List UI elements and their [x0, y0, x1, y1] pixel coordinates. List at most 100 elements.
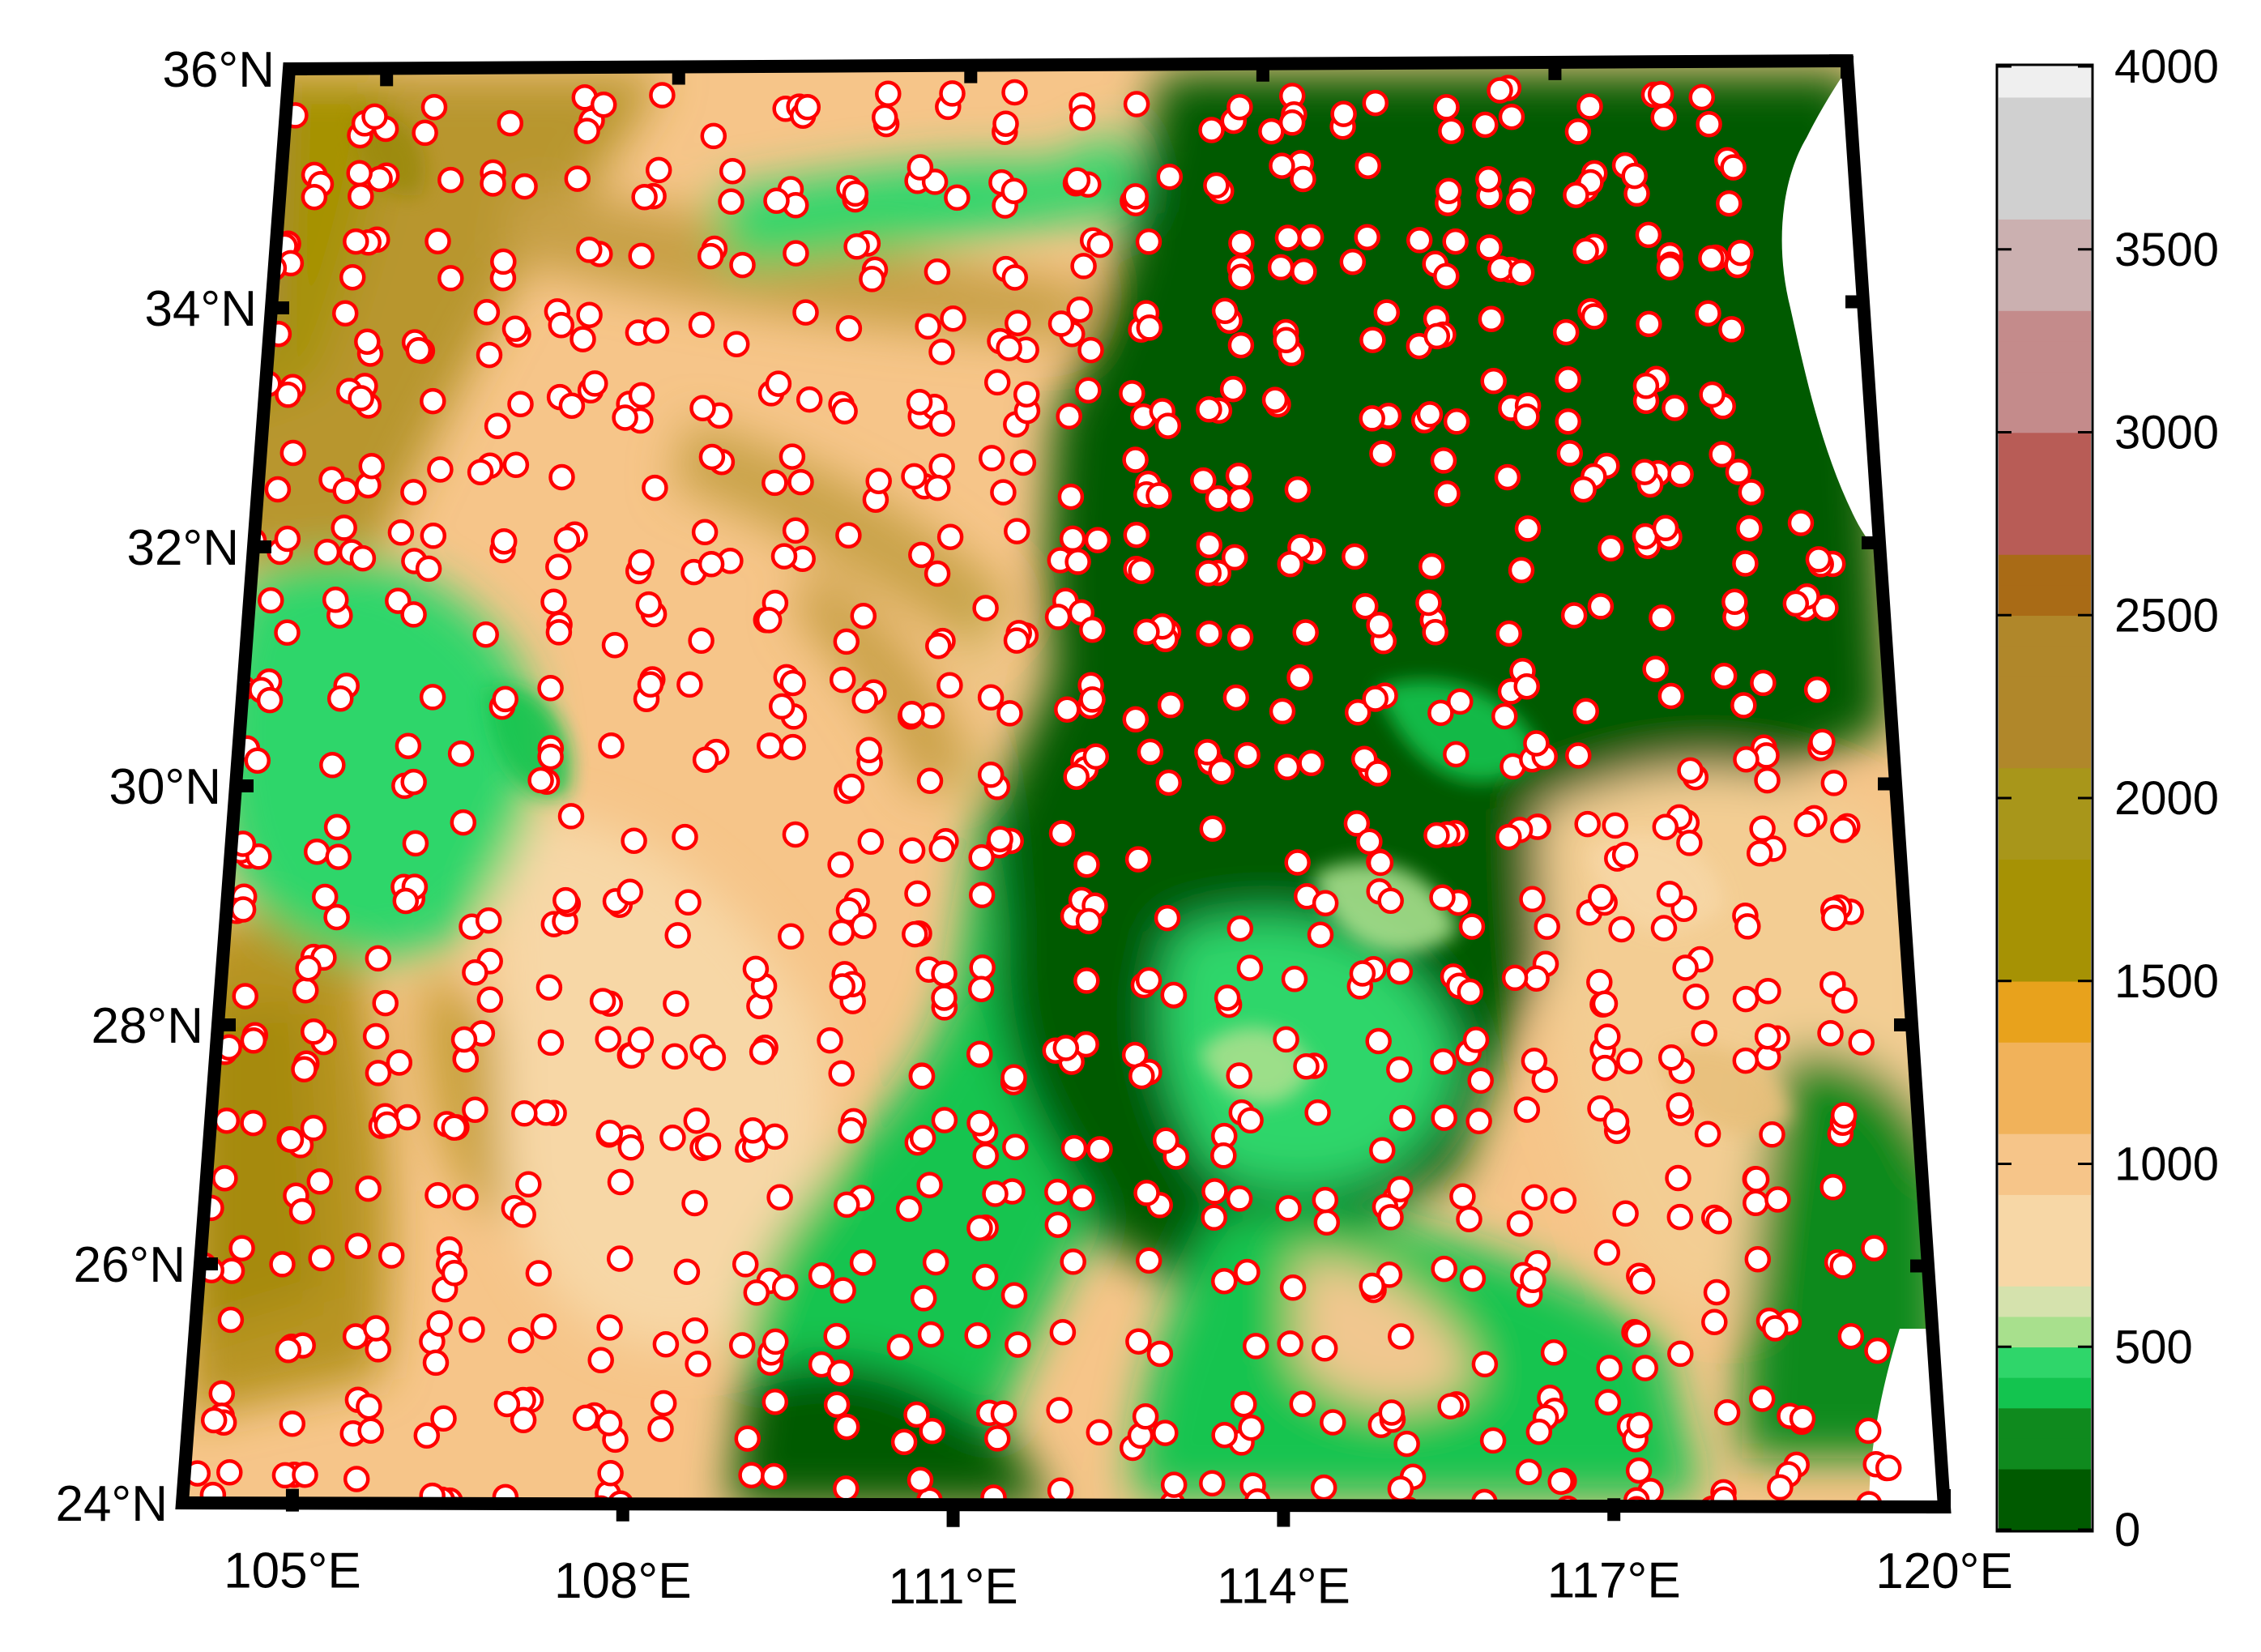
station-marker [1066, 296, 1093, 323]
station-marker [430, 1405, 457, 1432]
station-marker [616, 878, 643, 906]
station-marker [928, 339, 955, 365]
station-marker [1694, 1121, 1721, 1147]
station-marker [349, 544, 377, 572]
station-marker [300, 1115, 327, 1142]
station-marker [490, 248, 517, 275]
station-marker [917, 1321, 945, 1348]
station-marker [1292, 619, 1319, 646]
station-marker [964, 1321, 991, 1349]
station-marker [1476, 234, 1503, 261]
station-marker [1013, 381, 1040, 408]
station-marker [1523, 965, 1550, 992]
station-marker [1831, 987, 1858, 1014]
station-marker [420, 93, 448, 121]
station-marker [275, 1337, 302, 1364]
station-marker [447, 740, 475, 767]
station-marker [1075, 907, 1103, 935]
station-marker [729, 251, 756, 279]
station-marker [834, 1191, 860, 1219]
station-marker [1487, 77, 1513, 104]
station-marker [1812, 595, 1839, 621]
station-marker [1749, 815, 1776, 843]
station-marker [908, 541, 935, 569]
station-marker [1190, 467, 1217, 494]
station-marker [1520, 1266, 1546, 1294]
station-marker [1515, 1458, 1542, 1485]
station-marker [1086, 1136, 1113, 1163]
station-marker [635, 591, 663, 618]
station-marker [601, 631, 629, 659]
station-marker [1152, 1127, 1180, 1155]
station-marker [427, 456, 454, 483]
station-marker [1128, 1062, 1155, 1090]
station-marker [1312, 1186, 1339, 1214]
station-marker [1854, 1417, 1882, 1445]
station-marker [1864, 1337, 1891, 1364]
station-marker [1588, 884, 1615, 911]
station-marker [1736, 514, 1763, 542]
colorbar-band [1999, 127, 2091, 159]
station-marker [1696, 111, 1722, 138]
station-marker [1367, 849, 1394, 877]
station-marker [1226, 1062, 1252, 1089]
station-marker [1388, 1323, 1414, 1350]
station-marker [1565, 742, 1592, 769]
station-marker [1386, 1056, 1413, 1083]
station-marker [689, 395, 716, 422]
station-marker [1435, 177, 1462, 205]
station-marker [627, 1027, 655, 1053]
station-marker [919, 1418, 945, 1445]
station-marker [437, 265, 464, 292]
station-marker [612, 404, 638, 431]
station-marker [697, 551, 725, 578]
station-marker [779, 443, 806, 470]
station-marker [365, 1336, 391, 1363]
station-marker [621, 827, 647, 854]
station-marker [898, 701, 925, 728]
station-marker [1456, 1206, 1482, 1232]
station-marker [1803, 676, 1831, 703]
station-marker [553, 526, 581, 553]
station-marker [343, 1466, 370, 1492]
station-marker [1596, 1355, 1623, 1381]
station-marker [838, 773, 865, 800]
station-marker [936, 672, 963, 699]
station-marker [1805, 546, 1832, 573]
colorbar-band [1999, 493, 2091, 525]
station-marker [871, 104, 898, 131]
station-marker [928, 453, 955, 480]
station-marker [419, 684, 446, 711]
station-marker [1342, 543, 1368, 570]
station-marker [441, 1114, 468, 1141]
station-marker [1666, 1203, 1694, 1231]
station-marker [1718, 316, 1745, 343]
station-marker [1047, 310, 1075, 337]
station-marker [783, 240, 809, 267]
station-marker [723, 331, 750, 357]
station-marker [642, 474, 668, 502]
station-marker [412, 119, 438, 147]
station-marker [1339, 248, 1367, 275]
station-marker [1261, 386, 1289, 413]
station-marker [1676, 830, 1703, 856]
station-marker [1293, 1052, 1320, 1080]
station-marker [1657, 1044, 1685, 1071]
station-marker [972, 1142, 999, 1169]
station-marker [778, 923, 804, 950]
station-marker [1642, 655, 1669, 682]
station-marker [1075, 377, 1102, 404]
station-marker [1628, 1268, 1656, 1295]
station-marker [779, 669, 806, 697]
station-marker [828, 1060, 855, 1087]
station-marker [1238, 1414, 1265, 1441]
station-marker [462, 1096, 488, 1124]
station-marker [331, 300, 359, 327]
station-marker [422, 1349, 450, 1377]
station-marker [493, 1390, 521, 1418]
longitude-axis: 105°E 108°E 111°E 114°E 117°E 120°E [224, 56, 2013, 1615]
station-marker [1513, 1096, 1541, 1123]
station-marker [728, 1332, 756, 1359]
station-marker [1647, 80, 1674, 108]
station-marker [1277, 551, 1303, 578]
